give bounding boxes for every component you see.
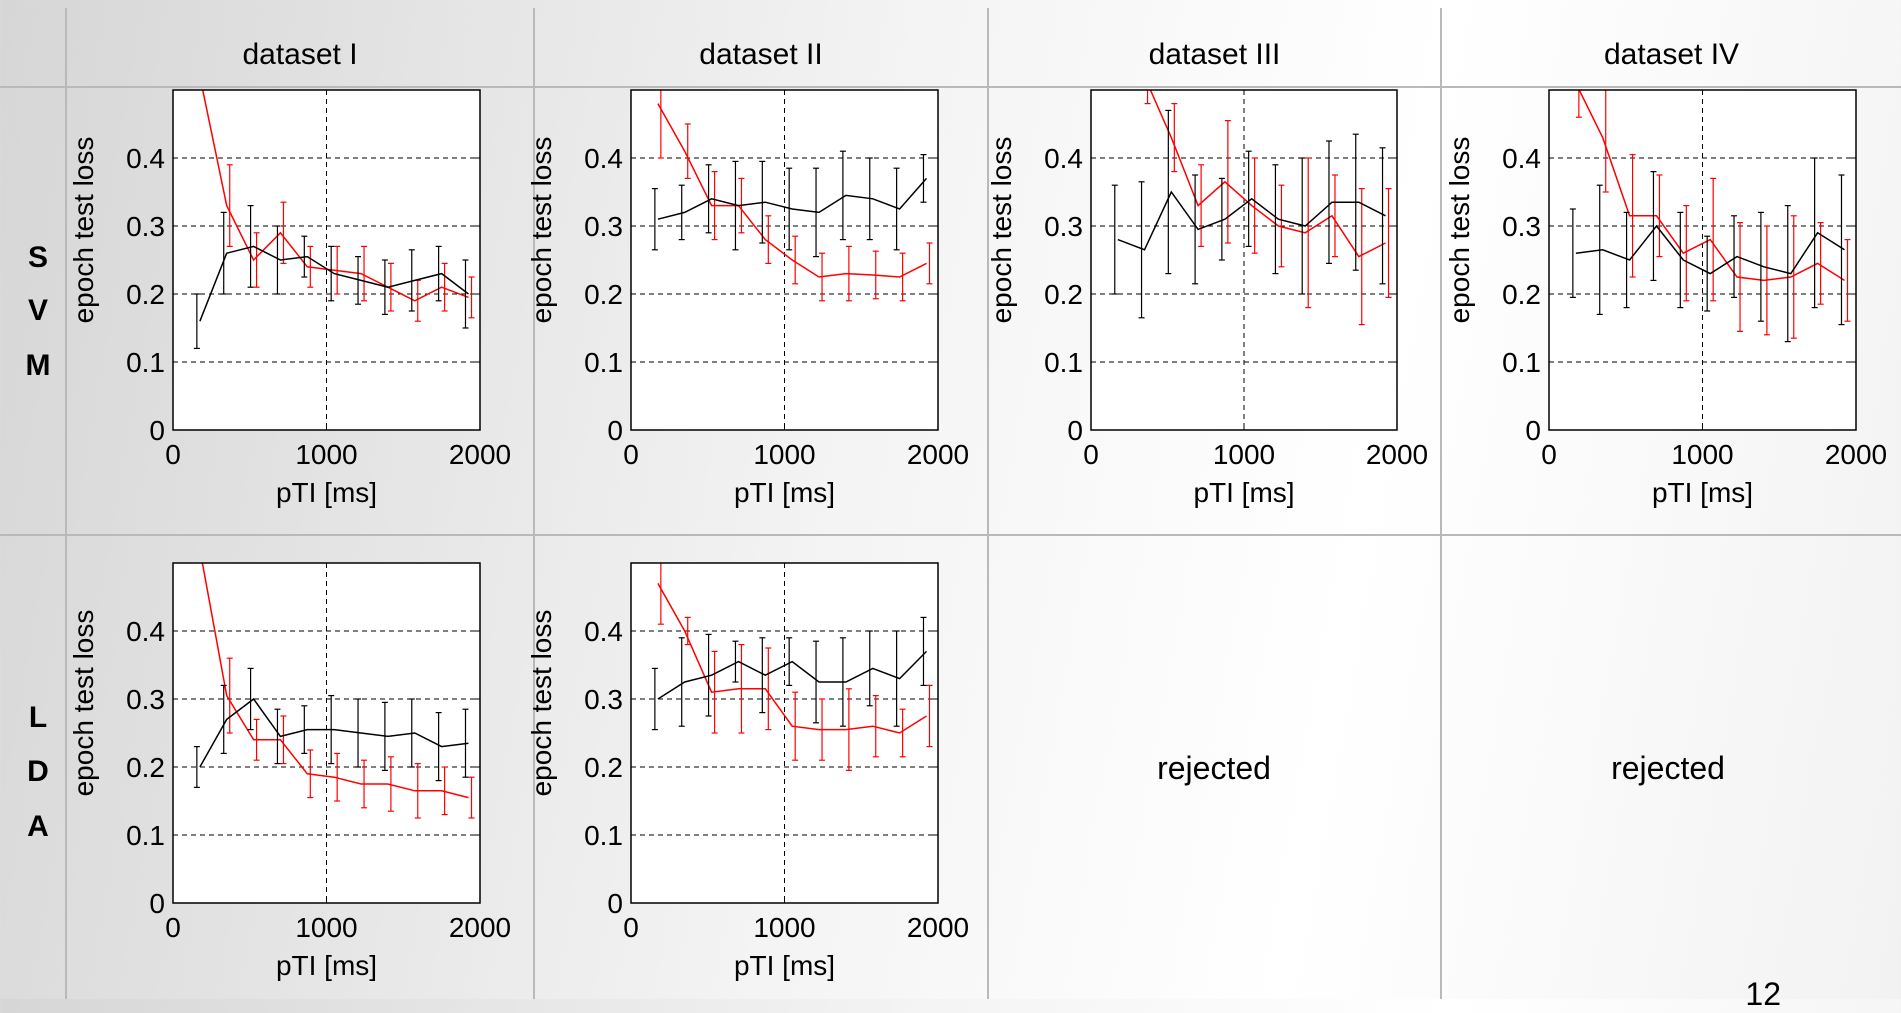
table-line-vertical-3	[987, 8, 989, 999]
row-label-lda-letter-3: A	[27, 810, 49, 843]
y-tick-label: 0.2	[584, 279, 623, 310]
y-tick-label: 0.1	[584, 820, 623, 851]
table-line-vertical-2	[533, 8, 535, 999]
y-tick-label: 0.3	[126, 211, 165, 242]
y-tick-label: 0.2	[126, 279, 165, 310]
x-tick-label: 2000	[449, 912, 511, 943]
x-tick-label: 1000	[753, 912, 815, 943]
chart-panel-svm-dataset-4: 0 0.1 0.2 0.3 0.4 0 1000 2000 pTI [ms] epoch test…	[1444, 89, 1887, 508]
y-tick-label: 0.1	[126, 347, 165, 378]
column-header-dataset-4: dataset IV	[1603, 38, 1740, 71]
rejected-label-lda-dataset-3: rejected	[1157, 750, 1271, 786]
series-line-1	[657, 583, 927, 734]
column-header-dataset-3: dataset III	[1148, 38, 1281, 71]
x-tick-label: 0	[165, 912, 181, 943]
x-tick-label: 2000	[907, 439, 969, 470]
x-axis-label: pTI [ms]	[276, 477, 377, 508]
y-axis-label: epoch test loss	[526, 610, 557, 797]
chart-panel-svm-dataset-3: 0 0.1 0.2 0.3 0.4 0 1000 2000 pTI [ms] epoch test…	[986, 89, 1428, 508]
table-line-vertical-4	[1440, 8, 1442, 999]
chart-panel-svm-dataset-2: 0 0.1 0.2 0.3 0.4 0 1000 2000 pTI [ms] epoch test…	[526, 89, 969, 508]
y-tick-label: 0.3	[584, 211, 623, 242]
x-axis-label: pTI [ms]	[276, 950, 377, 981]
chart-panel-lda-dataset-2: 0 0.1 0.2 0.3 0.4 0 1000 2000 pTI [ms] epoch test…	[526, 562, 969, 981]
row-label-svm-letter-1: S	[27, 241, 48, 274]
y-tick-label: 0.1	[584, 347, 623, 378]
x-tick-label: 0	[1083, 439, 1099, 470]
row-label-svm-letter-2: V	[27, 294, 48, 327]
y-tick-label: 0.4	[1502, 143, 1541, 174]
y-tick-label: 0.4	[584, 616, 623, 647]
x-tick-label: 1000	[295, 912, 357, 943]
y-tick-label: 0.2	[584, 752, 623, 783]
column-header-dataset-1: dataset I	[242, 38, 358, 71]
series-line-1	[657, 103, 927, 278]
y-axis-label: epoch test loss	[526, 137, 557, 324]
y-tick-label: 0.4	[1044, 143, 1083, 174]
series-line-2	[657, 177, 928, 220]
y-tick-label: 0	[1525, 415, 1541, 446]
rejected-label-lda-dataset-4: rejected	[1611, 750, 1725, 786]
series-line-2	[657, 650, 928, 700]
row-label-svm-letter-3: M	[25, 349, 51, 382]
y-tick-label: 0	[1067, 415, 1083, 446]
table-line-vertical-1	[65, 8, 67, 999]
y-tick-label: 0.4	[126, 616, 165, 647]
y-tick-label: 0	[607, 415, 623, 446]
x-axis-label: pTI [ms]	[734, 950, 835, 981]
chart-panel-lda-dataset-1: 0 0.1 0.2 0.3 0.4 0 1000 2000 pTI [ms] epoch test…	[68, 562, 511, 981]
y-tick-label: 0.3	[584, 684, 623, 715]
x-tick-label: 2000	[1366, 439, 1428, 470]
y-axis-label: epoch test loss	[68, 137, 99, 324]
y-tick-label: 0.3	[1044, 211, 1083, 242]
column-header-dataset-2: dataset II	[699, 38, 823, 71]
y-tick-label: 0.3	[1502, 211, 1541, 242]
y-axis-label: epoch test loss	[986, 137, 1017, 324]
x-tick-label: 0	[623, 439, 639, 470]
y-tick-label: 0.4	[584, 143, 623, 174]
x-tick-label: 0	[623, 912, 639, 943]
series-line-2	[1575, 224, 1845, 275]
y-tick-label: 0.1	[1502, 347, 1541, 378]
row-label-lda-letter-2: D	[27, 755, 49, 788]
y-axis-label: epoch test loss	[68, 610, 99, 797]
row-label-lda-letter-1: L	[28, 701, 48, 734]
x-tick-label: 2000	[1825, 439, 1887, 470]
series-line-2	[1117, 190, 1386, 251]
x-tick-label: 1000	[753, 439, 815, 470]
x-tick-label: 2000	[449, 439, 511, 470]
y-tick-label: 0.1	[126, 820, 165, 851]
x-axis-label: pTI [ms]	[1652, 477, 1753, 508]
table-line-horizontal-1	[0, 86, 1901, 88]
chart-panel-svm-dataset-1: 0 0.1 0.2 0.3 0.4 0 1000 2000 pTI [ms] epoch test…	[68, 89, 511, 508]
y-axis-label: epoch test loss	[1444, 137, 1475, 324]
x-tick-label: 2000	[907, 912, 969, 943]
y-tick-label: 0.1	[1044, 347, 1083, 378]
y-tick-label: 0	[149, 888, 165, 919]
y-tick-label: 0.2	[126, 752, 165, 783]
x-axis-label: pTI [ms]	[1193, 477, 1294, 508]
x-tick-label: 0	[165, 439, 181, 470]
x-axis-label: pTI [ms]	[734, 477, 835, 508]
x-tick-label: 1000	[295, 439, 357, 470]
series-line-1	[201, 90, 469, 302]
y-tick-label: 0	[607, 888, 623, 919]
y-tick-label: 0	[149, 415, 165, 446]
x-tick-label: 1000	[1671, 439, 1733, 470]
series-line-1	[1149, 90, 1386, 258]
x-tick-label: 0	[1541, 439, 1557, 470]
series-line-2	[199, 697, 469, 768]
series-line-1	[1578, 90, 1845, 282]
y-tick-label: 0.3	[126, 684, 165, 715]
table-line-horizontal-2	[0, 534, 1901, 536]
y-tick-label: 0.2	[1502, 279, 1541, 310]
series-line-2	[199, 245, 469, 322]
y-tick-label: 0.4	[126, 143, 165, 174]
series-line-1	[201, 563, 469, 799]
x-tick-label: 1000	[1213, 439, 1275, 470]
y-tick-label: 0.2	[1044, 279, 1083, 310]
